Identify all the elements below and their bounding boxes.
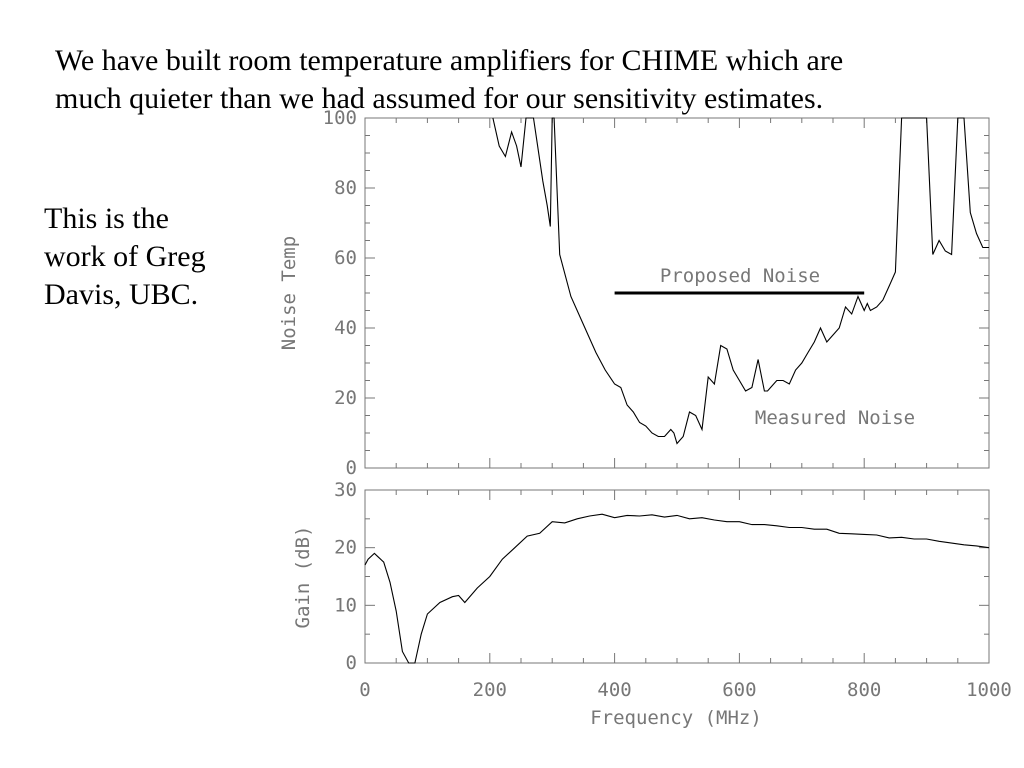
x-tick-labels: 0 200 400 600 800 1000 (359, 679, 1012, 701)
x-axis-label: Frequency (MHz) (590, 707, 762, 729)
credit-line-3: Davis, UBC. (44, 278, 199, 311)
gain-y-tick-label: 20 (334, 537, 357, 559)
noise-temp-chart: 0 20 40 60 80 100 Noise Temp Proposed Noise M… (278, 107, 990, 479)
proposed-noise-annotation: Proposed Noise (660, 265, 820, 287)
slide-credit: This is the work of Greg Davis, UBC. (44, 200, 254, 314)
gain-y-tick-labels: 0 10 20 30 (334, 479, 357, 674)
measured-noise-line (492, 117, 989, 445)
slide-headline: We have built room temperature amplifier… (55, 42, 1005, 118)
headline-line-1: We have built room temperature amplifier… (55, 44, 844, 77)
gain-tick-marks (364, 489, 990, 664)
noise-y-tick-label: 60 (334, 247, 357, 269)
measured-noise-annotation: Measured Noise (755, 407, 915, 429)
x-tick-label: 800 (847, 679, 881, 701)
gain-y-tick-label: 10 (334, 594, 357, 616)
noise-y-tick-label: 20 (334, 387, 357, 409)
x-tick-label: 400 (597, 679, 631, 701)
gain-y-tick-label: 30 (334, 479, 357, 501)
x-tick-label: 200 (473, 679, 507, 701)
x-tick-label: 0 (359, 679, 370, 701)
gain-y-tick-label: 0 (346, 652, 357, 674)
noise-y-tick-label: 100 (323, 107, 357, 129)
gain-line (364, 513, 990, 664)
noise-y-tick-label: 80 (334, 177, 357, 199)
gain-chart: 0 10 20 30 0 200 400 600 800 1000 Gain (dB) Freq… (292, 479, 1012, 729)
noise-y-tick-labels: 0 20 40 60 80 100 (323, 107, 357, 479)
credit-line-1: This is the (44, 202, 169, 235)
credit-line-2: work of Greg (44, 240, 206, 273)
headline-line-2: much quieter than we had assumed for our… (55, 82, 824, 115)
noise-y-tick-label: 0 (346, 457, 357, 479)
noise-y-axis-label: Noise Temp (278, 236, 300, 350)
x-tick-label: 1000 (966, 679, 1012, 701)
noise-tick-marks (364, 117, 990, 469)
x-tick-label: 600 (722, 679, 756, 701)
gain-y-axis-label: Gain (dB) (292, 526, 314, 629)
noise-y-tick-label: 40 (334, 317, 357, 339)
